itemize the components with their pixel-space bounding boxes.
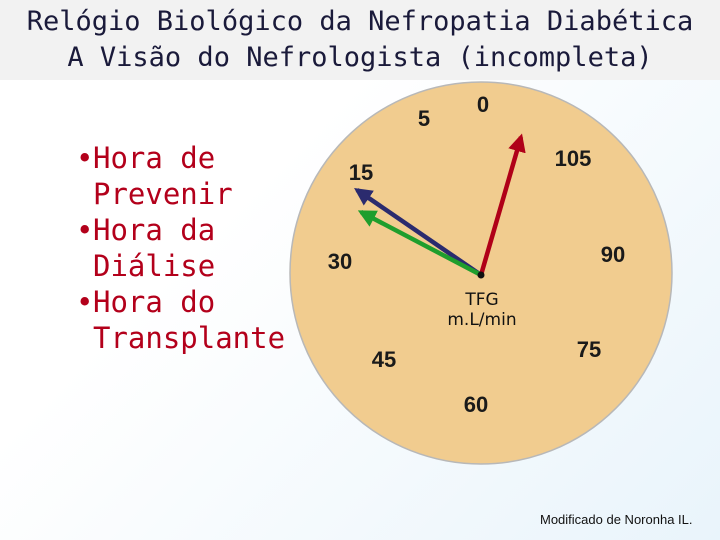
clock-hand-navy	[354, 187, 483, 277]
bullet-text: Diálise	[93, 249, 216, 283]
tick-label-30: 30	[328, 249, 352, 274]
bullet-list: • Hora de Prevenir • Hora da Diálise • H…	[76, 140, 336, 356]
title-line-1: Relógio Biológico da Nefropatia Diabétic…	[26, 6, 694, 37]
tick-label-75: 75	[577, 337, 601, 362]
bullet-text: Hora da	[93, 213, 216, 247]
tick-label-0: 0	[477, 92, 489, 117]
bullet-item-dialysis: • Hora da Diálise	[76, 212, 336, 284]
bullet-text: Hora de	[93, 141, 216, 175]
clock-hand-red	[478, 133, 526, 276]
center-label-line-1: TFG	[464, 290, 498, 310]
bullet-dot: •	[76, 141, 94, 175]
tick-label-15: 15	[349, 160, 373, 185]
credit-note: Modificado de Noronha IL.	[540, 512, 693, 527]
tick-label-45: 45	[372, 347, 396, 372]
bullet-dot: •	[76, 213, 94, 247]
title-line-2: A Visão do Nefrologista (incompleta)	[67, 42, 653, 73]
tick-label-60: 60	[464, 392, 488, 417]
title-bar: Relógio Biológico da Nefropatia Diabétic…	[0, 0, 720, 80]
clock-hand-green	[357, 210, 483, 277]
center-label-line-2: m.L/min	[447, 310, 516, 330]
clock-center-pin	[477, 271, 485, 279]
tick-label-105: 105	[555, 146, 592, 171]
bullet-item-transplant: • Hora do Transplante	[76, 284, 336, 356]
bullet-text: Transplante	[93, 321, 286, 355]
bullet-text: Prevenir	[93, 177, 233, 211]
bullet-text: Hora do	[93, 285, 216, 319]
bullet-item-prevent: • Hora de Prevenir	[76, 140, 336, 212]
tick-label-5: 5	[418, 106, 430, 131]
tick-label-90: 90	[601, 242, 625, 267]
bullet-dot: •	[76, 285, 94, 319]
